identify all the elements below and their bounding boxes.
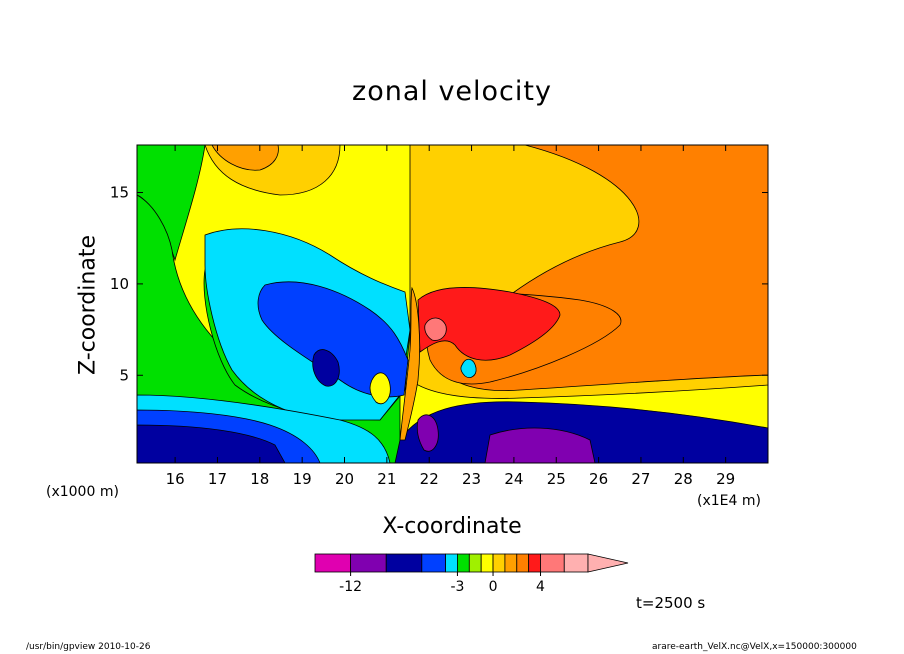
x-tick-label: 23 xyxy=(462,470,481,488)
colorbar-segment xyxy=(504,553,518,573)
x-tick-label: 25 xyxy=(547,470,566,488)
footer-command: /usr/bin/gpview 2010-10-26 xyxy=(26,642,151,652)
x-ticks: 16 17 18 19 20 21 22 23 24 25 26 27 28 29 xyxy=(166,145,735,488)
colorbar-label: -12 xyxy=(339,579,362,595)
region-navy-lower-left xyxy=(137,424,286,463)
x-tick-label: 18 xyxy=(250,470,269,488)
colorbar-segment xyxy=(480,553,494,573)
colorbar-segment xyxy=(457,553,470,573)
x-tick-label: 28 xyxy=(674,470,693,488)
colorbar: -12 -3 0 4 xyxy=(314,553,629,595)
colorbar-label: -3 xyxy=(450,579,464,595)
x-tick-label: 29 xyxy=(716,470,735,488)
colorbar-segment xyxy=(445,553,458,573)
x-tick-label: 19 xyxy=(293,470,312,488)
colorbar-segment xyxy=(528,553,541,573)
region-purple-small xyxy=(416,414,439,452)
region-pink-core xyxy=(424,317,447,341)
region-purple-lower xyxy=(484,427,596,463)
colorbar-extend-arrow xyxy=(587,553,629,573)
x-tick-label: 20 xyxy=(335,470,354,488)
y-axis-unit: (x1000 m) xyxy=(46,484,119,500)
y-ticks: 5 10 15 xyxy=(110,184,768,384)
colorbar-segment xyxy=(563,553,589,573)
x-tick-label: 17 xyxy=(208,470,227,488)
x-axis-unit: (x1E4 m) xyxy=(697,493,761,509)
time-annotation: t=2500 s xyxy=(636,594,706,612)
colorbar-segment xyxy=(540,553,565,573)
region-orange-top-left xyxy=(211,145,279,171)
colorbar-segment xyxy=(385,553,423,573)
region-red-core xyxy=(417,287,561,361)
region-yellow-eddy xyxy=(369,372,391,405)
x-tick-label: 21 xyxy=(377,470,396,488)
chart-title: zonal velocity xyxy=(352,76,552,107)
x-axis-label: X-coordinate xyxy=(382,514,522,539)
x-tick-label: 24 xyxy=(504,470,523,488)
y-tick-label: 15 xyxy=(110,184,129,202)
x-tick-label: 16 xyxy=(166,470,185,488)
colorbar-label: 0 xyxy=(489,579,498,595)
region-navy-center xyxy=(312,349,340,387)
x-tick-label: 26 xyxy=(589,470,608,488)
plot-frame xyxy=(136,144,769,464)
contour-field xyxy=(137,145,768,463)
colorbar-segment xyxy=(421,553,446,573)
y-tick-label: 10 xyxy=(110,275,129,293)
colorbar-segment xyxy=(314,553,352,573)
footer-source: arare-earth_VelX.nc@VelX,x=150000:300000 xyxy=(652,642,857,652)
colorbar-segment xyxy=(350,553,387,573)
colorbar-label: 4 xyxy=(536,579,545,595)
y-tick-label: 5 xyxy=(119,366,129,384)
region-cyan-eddy xyxy=(460,358,477,378)
x-tick-label: 22 xyxy=(420,470,439,488)
region-front-band xyxy=(399,286,421,441)
x-tick-label: 27 xyxy=(631,470,650,488)
colorbar-segment xyxy=(516,553,530,573)
colorbar-segment xyxy=(468,553,482,573)
colorbar-segment xyxy=(492,553,506,573)
